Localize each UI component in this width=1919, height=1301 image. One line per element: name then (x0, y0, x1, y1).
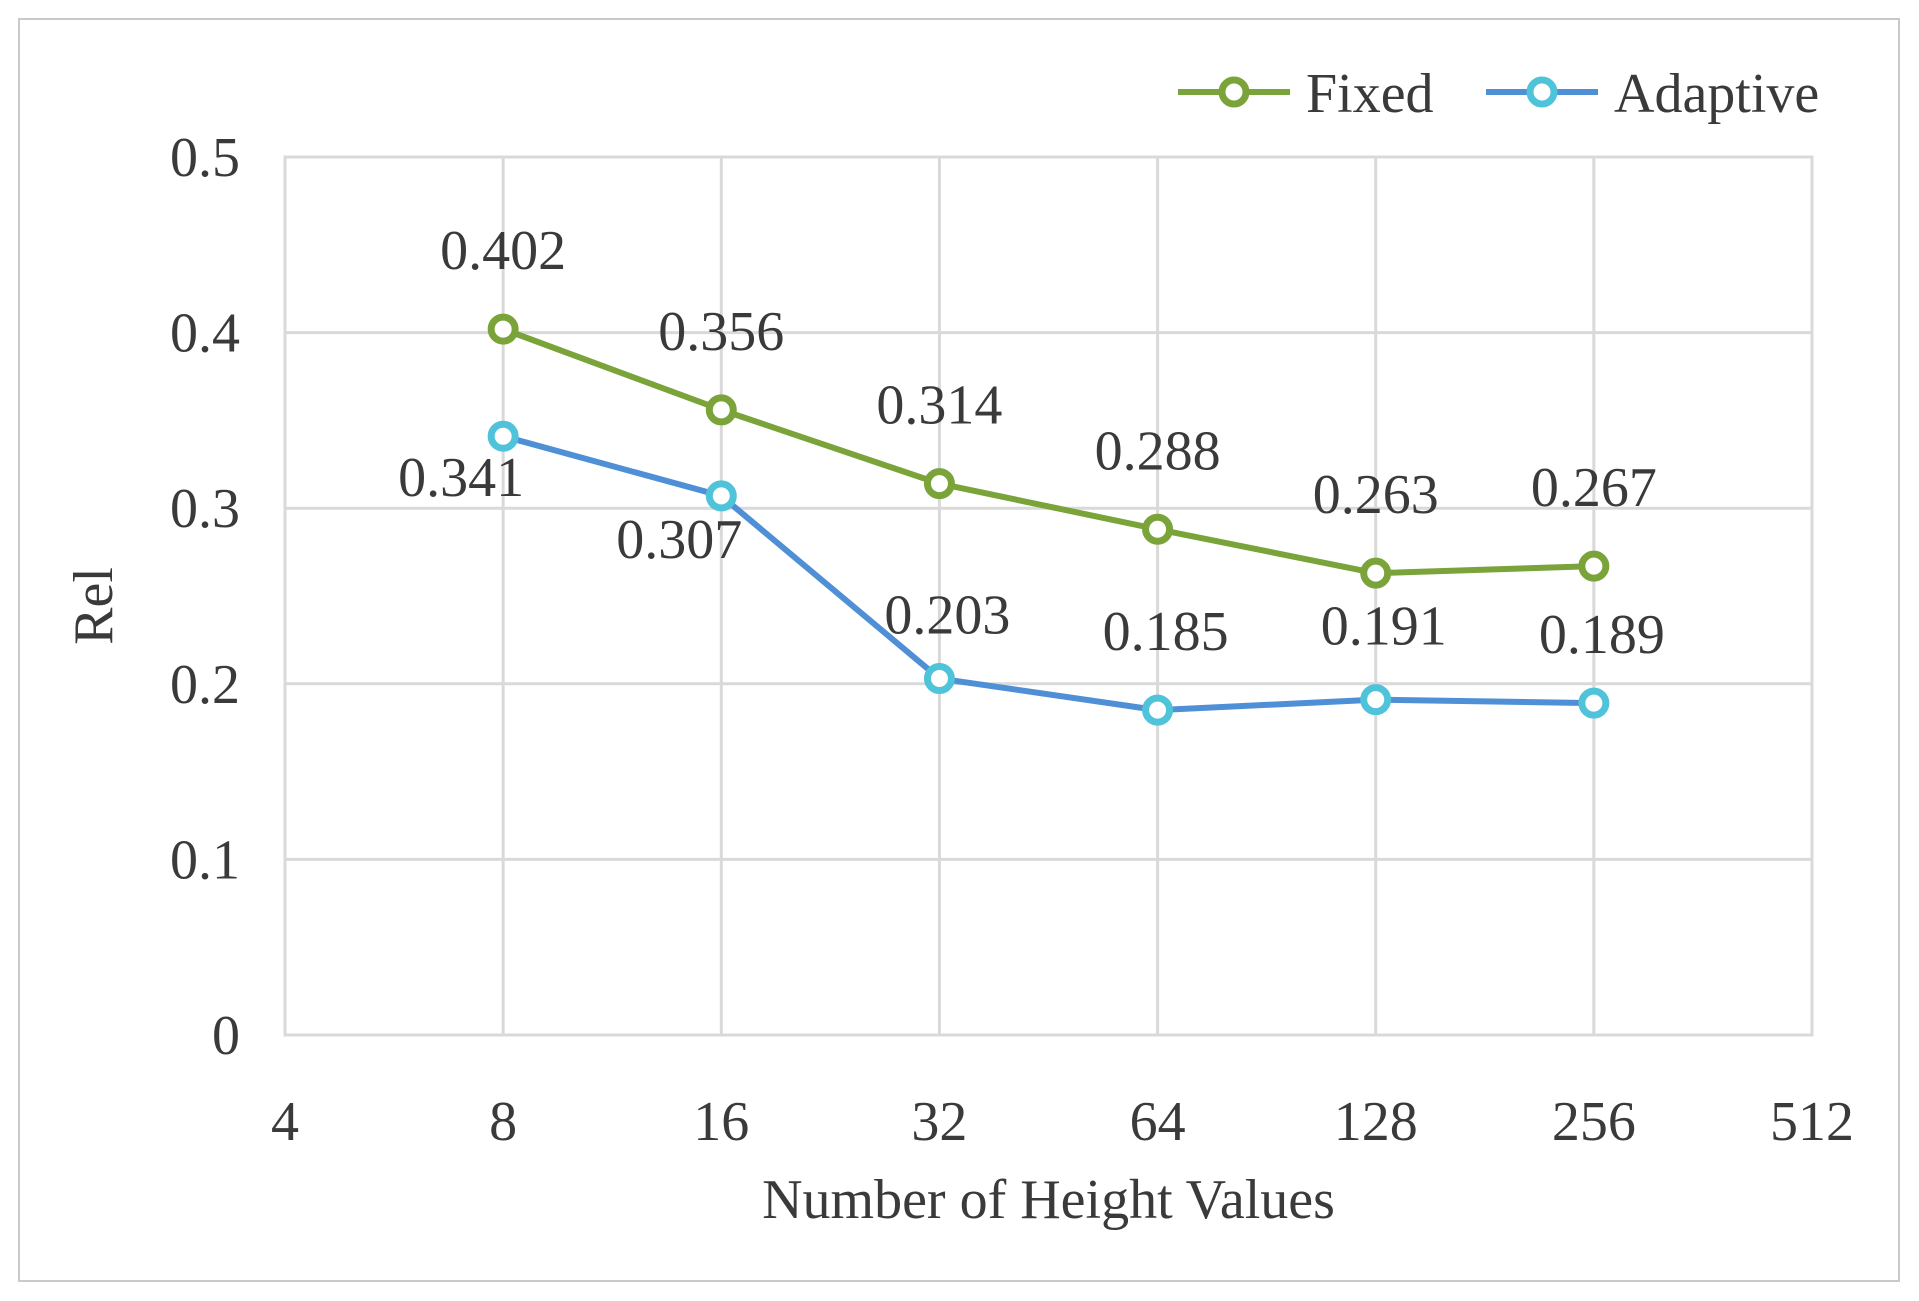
data-point-fixed (1578, 550, 1610, 582)
x-tick-label: 16 (693, 1091, 749, 1153)
data-label-adaptive: 0.191 (1321, 596, 1447, 658)
y-axis-ticks: 0 0.1 0.2 0.3 0.4 0.5 (170, 127, 240, 1067)
legend-marker-adaptive (1526, 76, 1558, 108)
data-point-adaptive (923, 663, 955, 695)
data-label-adaptive: 0.189 (1539, 604, 1665, 666)
data-label-adaptive: 0.341 (398, 447, 524, 509)
data-point-fixed (1142, 513, 1174, 545)
x-tick-label: 32 (911, 1091, 967, 1153)
plot-area-border (283, 155, 1814, 1037)
data-label-fixed: 0.288 (1095, 420, 1221, 482)
data-label-fixed: 0.402 (440, 220, 566, 282)
y-tick-label: 0.4 (170, 303, 240, 365)
x-tick-label: 64 (1130, 1091, 1186, 1153)
data-point-fixed (487, 313, 519, 345)
y-axis-title: Rel (63, 567, 125, 645)
series-group (487, 313, 1610, 726)
x-axis-title: Number of Height Values (762, 1169, 1335, 1231)
chart-frame (18, 18, 1900, 1282)
y-tick-label: 0.2 (170, 654, 240, 716)
y-tick-label: 0.3 (170, 478, 240, 540)
data-label-fixed: 0.263 (1313, 464, 1439, 526)
x-tick-label: 4 (271, 1091, 299, 1153)
legend-marker-fixed (1218, 76, 1250, 108)
x-tick-label: 512 (1770, 1091, 1854, 1153)
data-point-fixed (923, 468, 955, 500)
data-point-fixed (1360, 557, 1392, 589)
data-label-fixed: 0.267 (1531, 457, 1657, 519)
x-tick-label: 8 (489, 1091, 517, 1153)
data-point-adaptive (1142, 694, 1174, 726)
x-tick-label: 256 (1552, 1091, 1636, 1153)
legend: Fixed Adaptive (1178, 63, 1819, 125)
x-axis-ticks: 4 8 16 32 64 128 256 512 (271, 1091, 1854, 1153)
data-label-adaptive: 0.307 (616, 509, 742, 571)
data-point-adaptive (705, 480, 737, 512)
y-tick-label: 0.5 (170, 127, 240, 189)
plot-area (283, 155, 1814, 1037)
series-line-fixed (502, 326, 1594, 577)
data-label-fixed: 0.314 (876, 375, 1002, 437)
legend-label-fixed: Fixed (1306, 63, 1434, 125)
y-tick-label: 0 (212, 1005, 240, 1067)
y-tick-label: 0.1 (170, 829, 240, 891)
grid-lines (283, 155, 1814, 1037)
data-label-adaptive: 0.185 (1103, 601, 1229, 663)
legend-label-adaptive: Adaptive (1614, 63, 1819, 125)
data-label-adaptive: 0.203 (884, 585, 1010, 647)
data-point-fixed (705, 394, 737, 426)
data-point-adaptive (1578, 687, 1610, 719)
series-line-adaptive (502, 433, 1594, 714)
data-point-adaptive (1360, 684, 1392, 716)
data-labels: 0.402 0.356 0.314 0.288 0.263 0.267 0.341 0.307… (398, 220, 1665, 666)
x-tick-label: 128 (1334, 1091, 1418, 1153)
data-label-fixed: 0.356 (658, 301, 784, 363)
data-point-adaptive (487, 420, 519, 452)
